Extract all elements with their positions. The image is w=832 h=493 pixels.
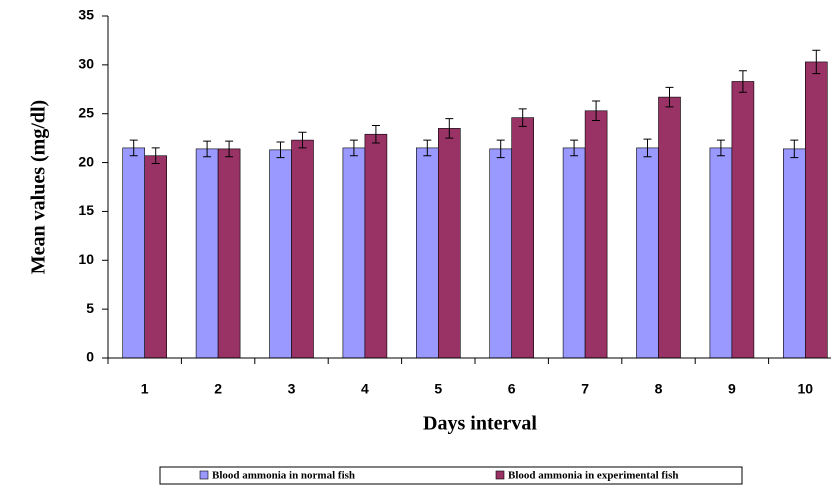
y-axis-title: Mean values (mg/dl) (28, 100, 50, 274)
x-tick-label: 6 (508, 381, 516, 397)
error-bar (518, 108, 527, 127)
bar (437, 128, 461, 359)
x-tick-label: 7 (581, 381, 589, 397)
x-tick-label: 2 (214, 381, 222, 397)
error-bar (423, 139, 432, 157)
bar (804, 61, 828, 359)
y-tick-label: 5 (86, 300, 94, 316)
y-tick-label: 35 (78, 7, 94, 23)
error-bar (349, 139, 358, 157)
error-bar (570, 139, 579, 157)
x-tick-label: 4 (361, 381, 369, 397)
y-tick-label: 20 (78, 153, 94, 169)
error-bar (203, 140, 212, 158)
y-tick-label: 30 (78, 56, 94, 72)
bar (195, 148, 219, 359)
y-tick-label: 10 (78, 251, 94, 267)
x-tick-label: 1 (141, 381, 149, 397)
bar (584, 110, 608, 359)
x-tick-label: 10 (798, 381, 814, 397)
error-bar (276, 141, 285, 159)
bar (342, 147, 366, 359)
bar (658, 96, 681, 359)
legend-box (159, 466, 743, 485)
error-bar (592, 100, 601, 122)
error-bar (371, 124, 380, 144)
bar (415, 147, 439, 359)
error-bar (716, 139, 725, 157)
error-bar (643, 138, 652, 158)
error-bar (812, 49, 821, 75)
bar (144, 155, 167, 359)
bar (782, 148, 806, 359)
bar (269, 149, 292, 359)
error-bar (151, 147, 160, 165)
y-tick-label: 25 (78, 104, 94, 120)
bar (636, 147, 659, 359)
legend-label: Blood ammonia in experimental fish (508, 470, 679, 482)
x-axis-title: Days interval (423, 413, 537, 435)
y-tick-label: 15 (78, 202, 94, 218)
bar (709, 147, 733, 359)
bar (364, 133, 388, 359)
x-tick-label: 3 (288, 381, 296, 397)
bar (731, 81, 755, 359)
error-bar (129, 139, 138, 157)
bar (217, 148, 241, 359)
bar (511, 117, 535, 359)
legend-swatch (199, 470, 209, 480)
bar (562, 147, 586, 359)
x-tick-label: 5 (434, 381, 442, 397)
error-bar (225, 140, 234, 158)
x-tick-label: 9 (728, 381, 736, 397)
y-tick-label: 0 (86, 349, 94, 365)
bar (489, 148, 513, 359)
error-bar (790, 139, 799, 159)
bar (122, 147, 145, 359)
legend-swatch (495, 470, 505, 480)
error-bar (496, 139, 505, 159)
legend-label: Blood ammonia in normal fish (212, 470, 355, 482)
bar (291, 139, 314, 359)
error-bar (445, 118, 454, 139)
error-bar (298, 131, 307, 149)
error-bar (665, 86, 674, 108)
error-bar (738, 70, 747, 93)
x-tick-label: 8 (655, 381, 663, 397)
